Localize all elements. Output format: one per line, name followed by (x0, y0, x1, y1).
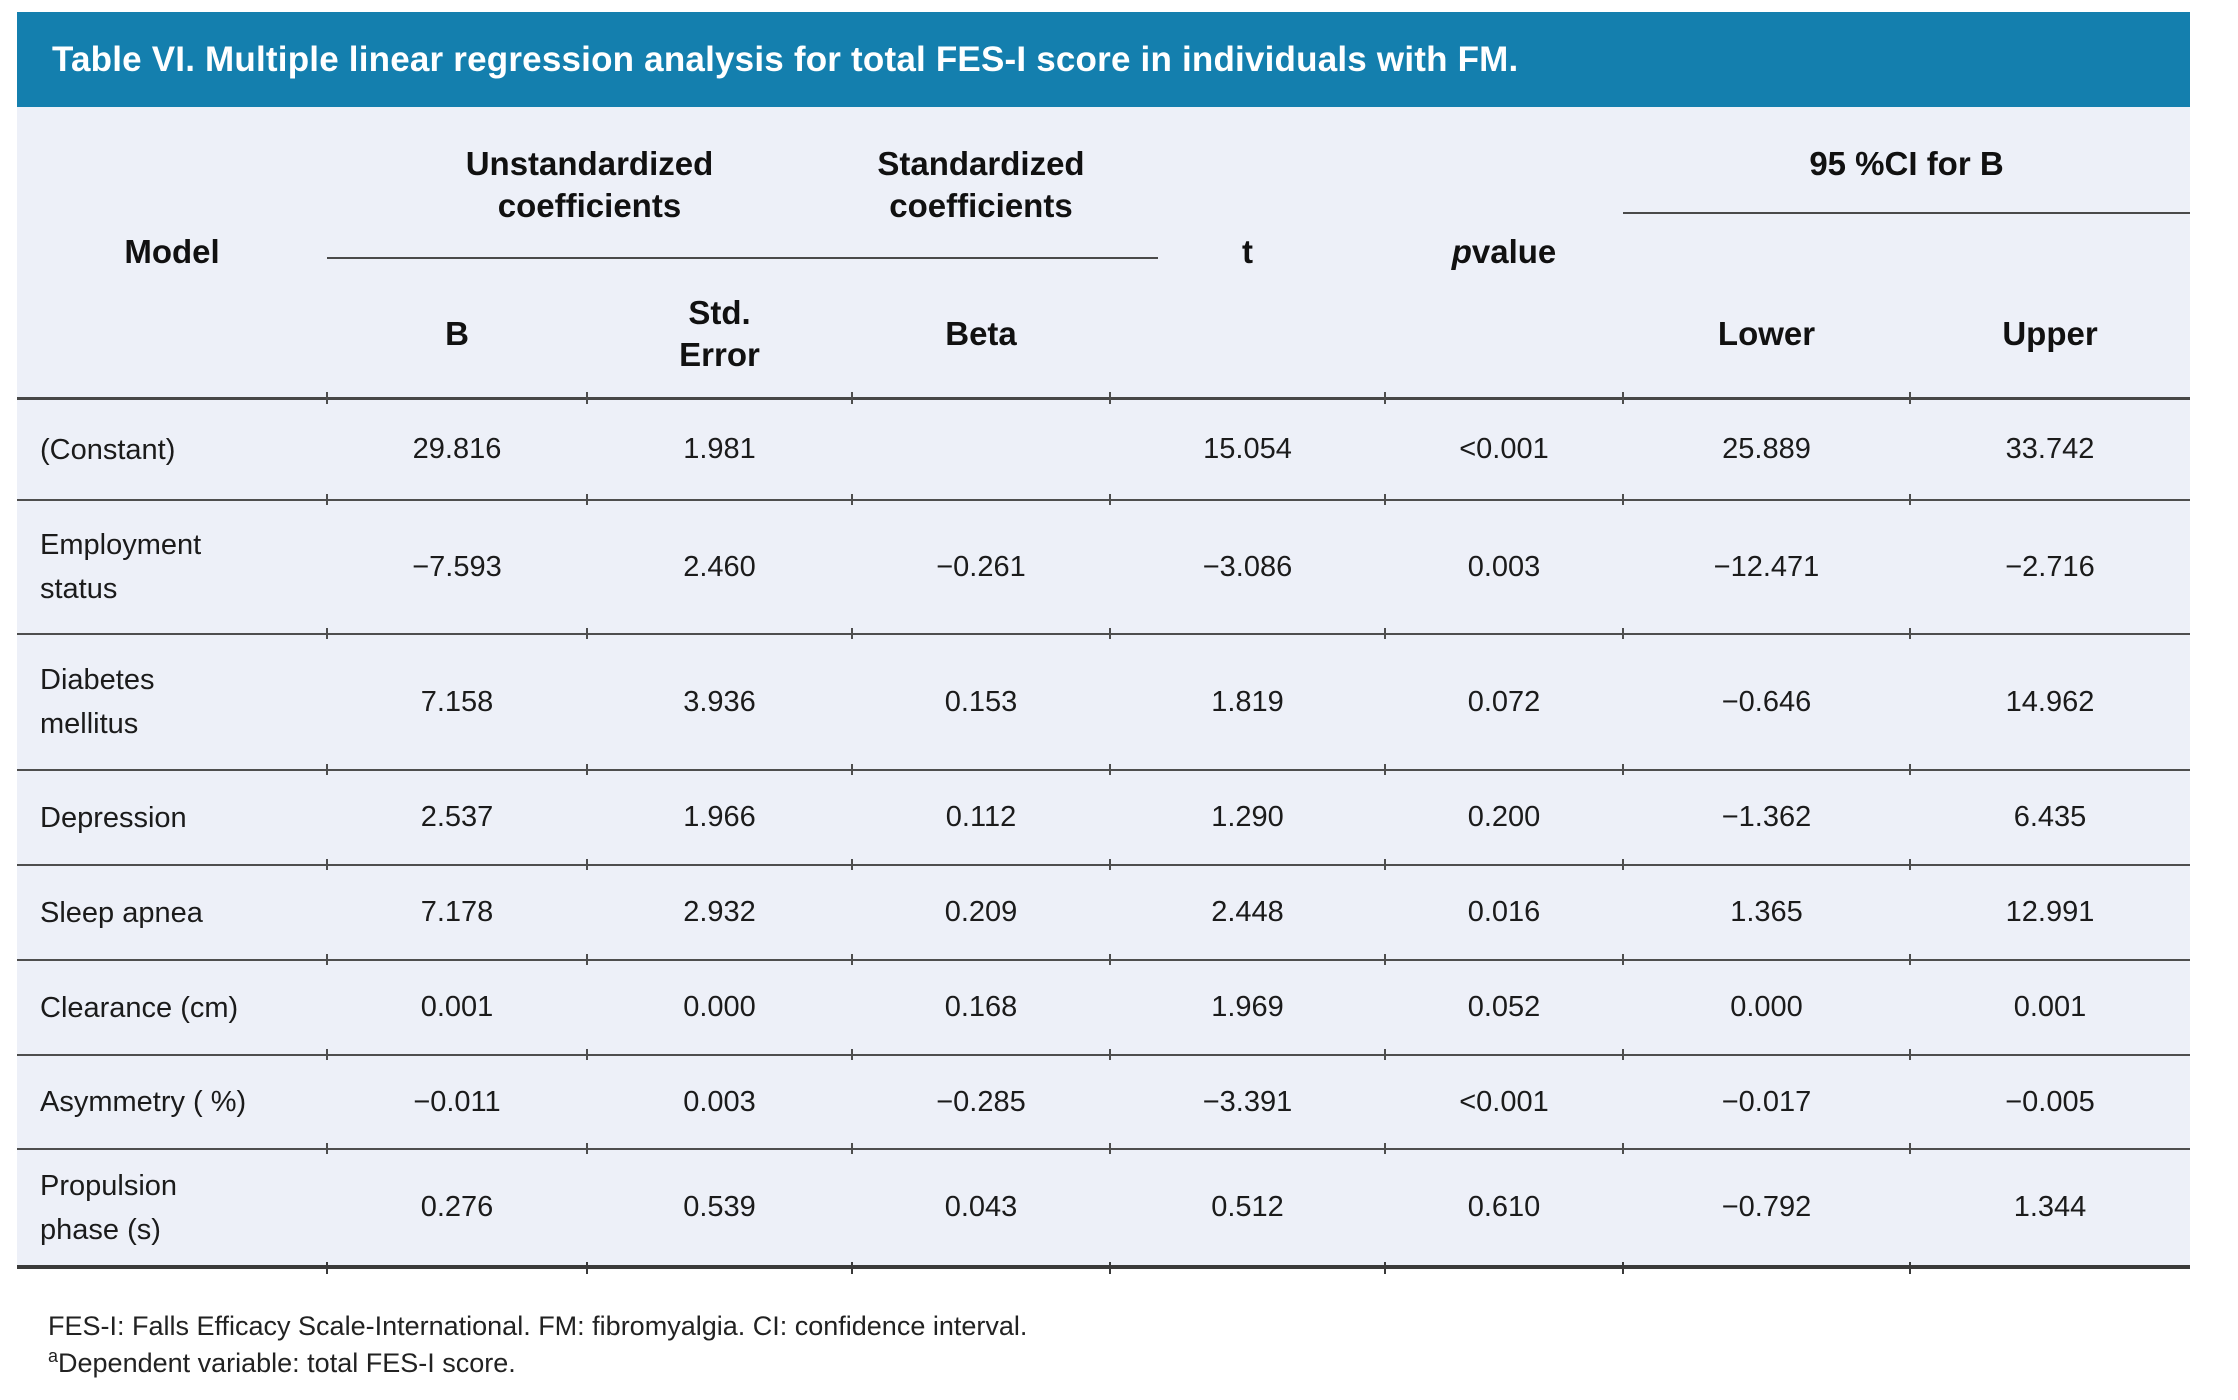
header-beta: Beta (945, 315, 1017, 352)
cell-std-error: 1.981 (586, 392, 852, 499)
footnote-dependent-variable: aDependent variable: total FES-I score. (48, 1345, 1027, 1382)
table-row: Employment status −7.593 2.460 −0.261 −3… (17, 494, 2190, 633)
cell-beta: 0.168 (851, 954, 1110, 1054)
cell-beta: −0.261 (851, 494, 1110, 633)
cell-b: 29.816 (326, 392, 587, 499)
cell-std-error: 2.460 (586, 494, 852, 633)
cell-lower: 1.365 (1622, 859, 1910, 959)
header-p-value: p value (1385, 107, 1623, 397)
row-label: Sleep apnea (40, 896, 203, 929)
table-header: Model Unstandardized coefficients Standa… (17, 107, 2190, 397)
regression-table: Table VI. Multiple linear regression ana… (17, 12, 2190, 1274)
table-title: Table VI. Multiple linear regression ana… (52, 39, 1519, 79)
cell-std-error: 3.936 (586, 628, 852, 769)
header-p-rest: value (1471, 233, 1557, 270)
cell-std-error: 1.966 (586, 764, 852, 864)
cell-upper: 0.001 (1909, 954, 2190, 1054)
cell-std-error: 2.932 (586, 859, 852, 959)
header-group-standardized: Standardized coefficients (877, 145, 1085, 224)
cell-t: 1.819 (1109, 628, 1385, 769)
cell-t: 15.054 (1109, 392, 1385, 499)
cell-t: −3.391 (1109, 1049, 1385, 1148)
cell-b: 0.276 (326, 1143, 587, 1274)
cell-lower: −1.362 (1622, 764, 1910, 864)
table-row: Clearance (cm) 0.001 0.000 0.168 1.969 0… (17, 954, 2190, 1054)
row-label: (Constant) (40, 433, 176, 466)
cell-t: 2.448 (1109, 859, 1385, 959)
cell-t: 1.290 (1109, 764, 1385, 864)
footnotes: FES-I: Falls Efficacy Scale-Internationa… (48, 1308, 1027, 1382)
cell-beta (851, 392, 1110, 499)
cell-t: 1.969 (1109, 954, 1385, 1054)
cell-t: −3.086 (1109, 494, 1385, 633)
row-label: Depression (40, 801, 187, 834)
cell-lower: −0.646 (1622, 628, 1910, 769)
cell-upper: −2.716 (1909, 494, 2190, 633)
header-group-ci: 95 %CI for B (1809, 145, 2004, 182)
cell-t: 0.512 (1109, 1143, 1385, 1274)
table-row: Propulsion phase (s) 0.276 0.539 0.043 0… (17, 1143, 2190, 1274)
cell-upper: 14.962 (1909, 628, 2190, 769)
cell-upper: 12.991 (1909, 859, 2190, 959)
header-b: B (445, 315, 469, 352)
footnote-dependent-variable-text: Dependent variable: total FES-I score. (58, 1348, 516, 1378)
cell-lower: −0.017 (1622, 1049, 1910, 1148)
row-label: Asymmetry ( %) (40, 1086, 247, 1118)
cell-lower: 25.889 (1622, 392, 1910, 499)
row-label: Clearance (cm) (40, 991, 239, 1024)
header-t: t (1242, 233, 1253, 270)
footnote-abbreviations: FES-I: Falls Efficacy Scale-Internationa… (48, 1311, 1028, 1341)
row-label: Diabetes mellitus (40, 664, 155, 740)
cell-p: 0.200 (1384, 764, 1623, 864)
cell-beta: 0.153 (851, 628, 1110, 769)
cell-b: 7.178 (326, 859, 587, 959)
header-group-unstandardized: Unstandardized coefficients (465, 145, 714, 224)
row-label: Employment status (40, 529, 202, 605)
table-row: Asymmetry ( %) −0.011 0.003 −0.285 −3.39… (17, 1049, 2190, 1148)
cell-lower: 0.000 (1622, 954, 1910, 1054)
cell-beta: −0.285 (851, 1049, 1110, 1148)
coefficients-underline (327, 257, 1158, 259)
table-title-bar: Table VI. Multiple linear regression ana… (17, 12, 2190, 107)
table-rows: (Constant) 29.816 1.981 15.054 <0.001 25… (17, 392, 2190, 1274)
cell-lower: −12.471 (1622, 494, 1910, 633)
cell-p: 0.003 (1384, 494, 1623, 633)
table-row: Sleep apnea 7.178 2.932 0.209 2.448 0.01… (17, 859, 2190, 959)
cell-p: 0.016 (1384, 859, 1623, 959)
cell-p: <0.001 (1384, 1049, 1623, 1148)
header-model: Model (124, 233, 220, 270)
cell-p: 0.072 (1384, 628, 1623, 769)
header-std-error: Std. Error (679, 294, 760, 373)
cell-b: −0.011 (326, 1049, 587, 1148)
cell-std-error: 0.003 (586, 1049, 852, 1148)
cell-p: 0.052 (1384, 954, 1623, 1054)
row-label: Propulsion phase (s) (40, 1169, 178, 1246)
cell-std-error: 0.539 (586, 1143, 852, 1274)
cell-upper: 33.742 (1909, 392, 2190, 499)
cell-p: 0.610 (1384, 1143, 1623, 1274)
cell-upper: 1.344 (1909, 1143, 2190, 1274)
cell-b: −7.593 (326, 494, 587, 633)
cell-beta: 0.112 (851, 764, 1110, 864)
cell-beta: 0.209 (851, 859, 1110, 959)
table-body-area: Model Unstandardized coefficients Standa… (17, 107, 2190, 1274)
cell-b: 0.001 (326, 954, 587, 1054)
cell-b: 2.537 (326, 764, 587, 864)
header-p-italic: p (1451, 233, 1472, 270)
table-row: (Constant) 29.816 1.981 15.054 <0.001 25… (17, 392, 2190, 499)
cell-upper: 6.435 (1909, 764, 2190, 864)
cell-upper: −0.005 (1909, 1049, 2190, 1148)
header-lower: Lower (1717, 315, 1816, 352)
header-upper: Upper (2002, 315, 2098, 352)
cell-b: 7.158 (326, 628, 587, 769)
cell-lower: −0.792 (1622, 1143, 1910, 1274)
ci-underline (1623, 212, 2190, 214)
cell-beta: 0.043 (851, 1143, 1110, 1274)
cell-p: <0.001 (1384, 392, 1623, 499)
footnote-superscript-a: a (48, 1346, 59, 1366)
table-row: Diabetes mellitus 7.158 3.936 0.153 1.81… (17, 628, 2190, 769)
cell-std-error: 0.000 (586, 954, 852, 1054)
table-row: Depression 2.537 1.966 0.112 1.290 0.200… (17, 764, 2190, 864)
